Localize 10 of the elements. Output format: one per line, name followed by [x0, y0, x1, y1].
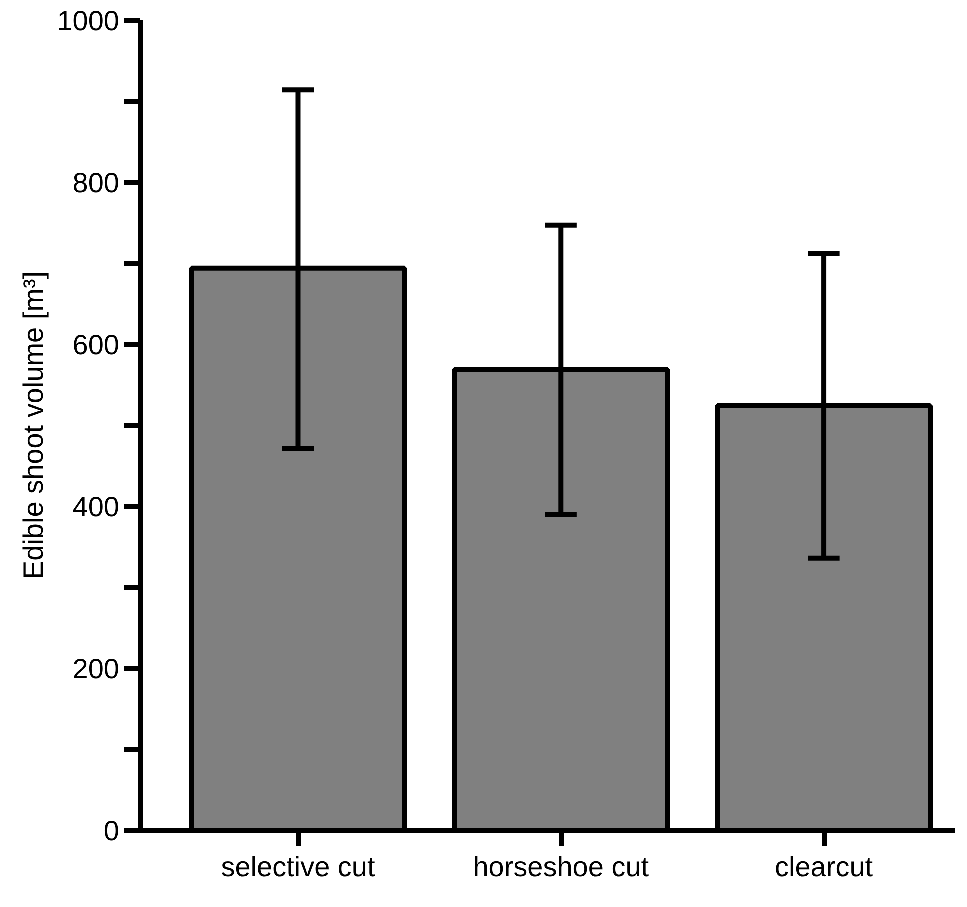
y-tick-label: 600	[72, 330, 120, 360]
y-tick-label: 400	[72, 492, 120, 522]
x-tick-label: clearcut	[775, 852, 874, 882]
x-tick-label: horseshoe cut	[473, 852, 650, 882]
y-tick-label: 1000	[57, 6, 120, 36]
x-tick-label: selective cut	[221, 852, 376, 882]
y-axis-title: Edible shoot volume [m³]	[18, 271, 50, 580]
y-tick-label: 0	[104, 816, 120, 846]
y-tick-label: 200	[72, 654, 120, 684]
y-tick-label: 800	[72, 168, 120, 198]
